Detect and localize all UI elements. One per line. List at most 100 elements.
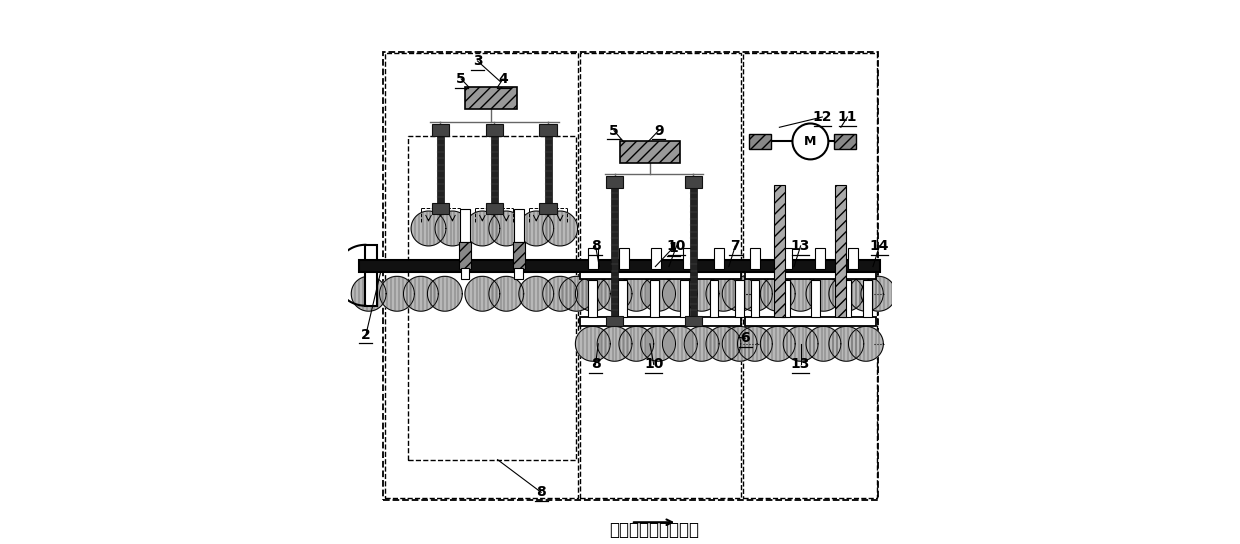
Text: 10: 10 [644, 357, 663, 372]
Bar [782, 248, 792, 269]
Polygon shape [662, 276, 697, 311]
Polygon shape [428, 276, 463, 311]
Text: 13: 13 [791, 239, 810, 253]
Bar [745, 317, 875, 326]
Bar [863, 280, 872, 317]
Bar [689, 185, 697, 317]
Polygon shape [848, 276, 883, 311]
Text: 4: 4 [498, 72, 508, 86]
Text: 13: 13 [791, 357, 810, 372]
Polygon shape [784, 326, 818, 361]
Polygon shape [861, 276, 895, 311]
Polygon shape [828, 276, 864, 311]
Bar [835, 134, 856, 149]
Polygon shape [828, 326, 864, 361]
Bar [606, 316, 624, 326]
Bar [460, 209, 470, 242]
Text: 8: 8 [536, 485, 546, 499]
Bar [620, 141, 680, 163]
Bar [436, 133, 444, 204]
Polygon shape [641, 326, 676, 361]
Bar [650, 280, 658, 317]
Bar [383, 52, 878, 500]
Bar [589, 280, 598, 317]
Bar [620, 248, 629, 269]
Polygon shape [684, 326, 719, 361]
Bar [684, 316, 702, 326]
Polygon shape [379, 276, 414, 311]
Polygon shape [575, 326, 610, 361]
Polygon shape [465, 276, 500, 311]
Text: 1: 1 [668, 240, 678, 255]
Bar [744, 53, 877, 498]
Polygon shape [706, 276, 740, 311]
Polygon shape [662, 326, 697, 361]
Polygon shape [760, 276, 795, 311]
Polygon shape [543, 211, 578, 246]
Bar [735, 280, 744, 317]
Bar [432, 124, 449, 136]
Text: 2: 2 [361, 327, 371, 342]
Polygon shape [351, 276, 386, 311]
Bar [580, 53, 740, 498]
Bar [815, 248, 825, 269]
Bar [491, 133, 498, 204]
Polygon shape [489, 276, 523, 311]
Bar [781, 280, 790, 317]
Polygon shape [412, 211, 446, 246]
Polygon shape [641, 276, 676, 311]
Text: 5: 5 [456, 72, 466, 86]
Bar [580, 269, 740, 279]
Circle shape [792, 123, 828, 159]
Text: 金属板带材行进方向: 金属板带材行进方向 [609, 521, 698, 540]
Bar [611, 185, 618, 317]
Bar [539, 203, 557, 214]
Bar [580, 317, 740, 326]
Text: 11: 11 [838, 110, 857, 124]
Bar [486, 203, 503, 214]
Text: 8: 8 [590, 357, 600, 372]
Bar [680, 280, 688, 317]
Bar [358, 260, 880, 272]
Text: M: M [805, 135, 817, 148]
Polygon shape [403, 276, 438, 311]
Bar [460, 268, 469, 279]
Text: 3: 3 [472, 54, 482, 68]
Bar [544, 133, 552, 204]
Bar [709, 280, 718, 317]
Bar [842, 280, 851, 317]
Polygon shape [559, 276, 594, 311]
Bar [714, 248, 724, 269]
Bar [682, 248, 692, 269]
Polygon shape [489, 211, 523, 246]
Bar [749, 134, 771, 149]
Bar [684, 176, 702, 188]
Text: 10: 10 [667, 239, 686, 253]
Bar [366, 245, 377, 306]
Bar [539, 124, 557, 136]
Polygon shape [722, 326, 758, 361]
Polygon shape [738, 326, 773, 361]
Polygon shape [706, 326, 740, 361]
Polygon shape [598, 326, 632, 361]
Bar [432, 203, 449, 214]
Bar [848, 248, 858, 269]
Polygon shape [848, 326, 883, 361]
Bar [384, 53, 578, 498]
Bar [651, 248, 661, 269]
Text: 5: 5 [609, 123, 619, 138]
Bar [745, 269, 875, 279]
Polygon shape [619, 276, 653, 311]
Polygon shape [518, 211, 553, 246]
Polygon shape [543, 276, 578, 311]
Bar [606, 176, 624, 188]
Bar [750, 280, 759, 317]
Bar [465, 87, 517, 109]
Bar [459, 242, 471, 269]
Text: 9: 9 [653, 123, 663, 138]
Polygon shape [435, 211, 470, 246]
Bar [588, 248, 598, 269]
Polygon shape [722, 276, 758, 311]
Text: 7: 7 [730, 239, 740, 253]
Bar [486, 124, 503, 136]
